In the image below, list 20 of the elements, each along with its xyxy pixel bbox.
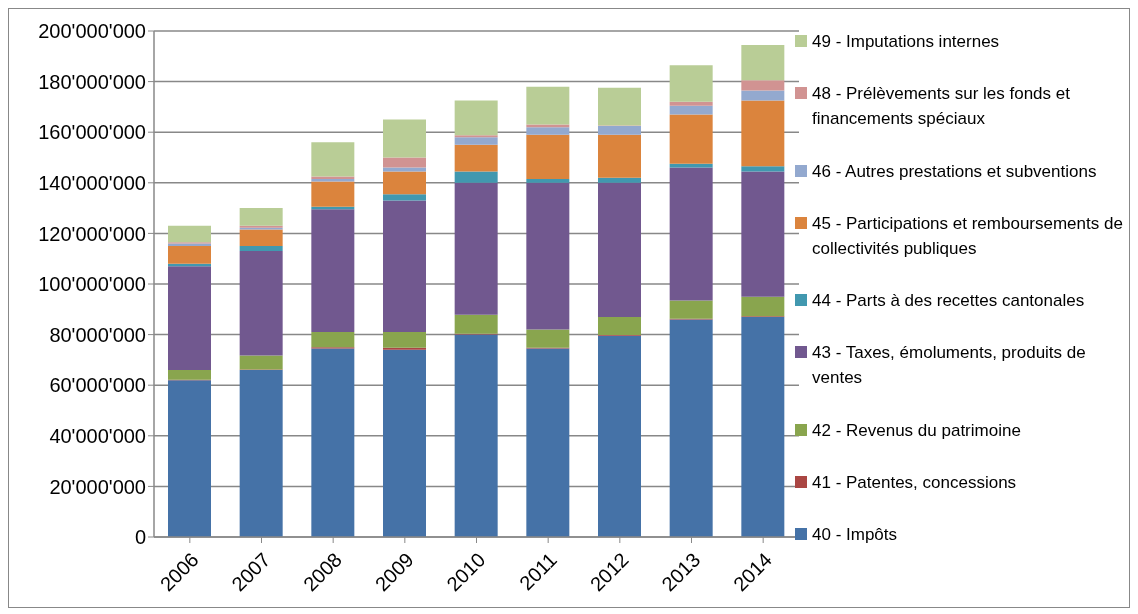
legend-label: 43 - Taxes, émoluments, produits de ventes	[812, 342, 1087, 390]
y-tick-label: 160'000'000	[38, 121, 146, 144]
y-tick-label: 180'000'000	[38, 70, 146, 93]
legend-label: 48 - Prélèvements sur les fonds et financements spéciaux	[812, 83, 1071, 131]
legend-label: 41 - Patentes, concessions	[812, 471, 1017, 494]
y-tick-label: 0	[134, 526, 146, 549]
y-tick-label: 140'000'000	[38, 171, 146, 194]
y-tick-label: 100'000'000	[38, 273, 146, 296]
legend-label: 44 - Parts à des recettes cantonales	[812, 290, 1085, 312]
legend-label: 40 - Impôts	[812, 524, 898, 546]
legend-label: 42 - Revenus du patrimoine	[812, 419, 1021, 442]
y-tick-label: 60'000'000	[49, 374, 146, 397]
y-tick-label: 20'000'000	[49, 475, 146, 498]
y-tick-label: 200'000'000	[38, 20, 146, 43]
y-tick-label: 80'000'000	[49, 323, 146, 346]
y-tick-label: 40'000'000	[49, 424, 146, 447]
y-tick-label: 120'000'000	[38, 222, 146, 245]
legend-label: 46 - Autres prestations et subventions	[812, 160, 1097, 183]
legend-label: 45 - Participations et remboursements de collectivités publiques	[812, 212, 1124, 260]
legend-label: 49 - Imputations internes	[812, 31, 1000, 53]
